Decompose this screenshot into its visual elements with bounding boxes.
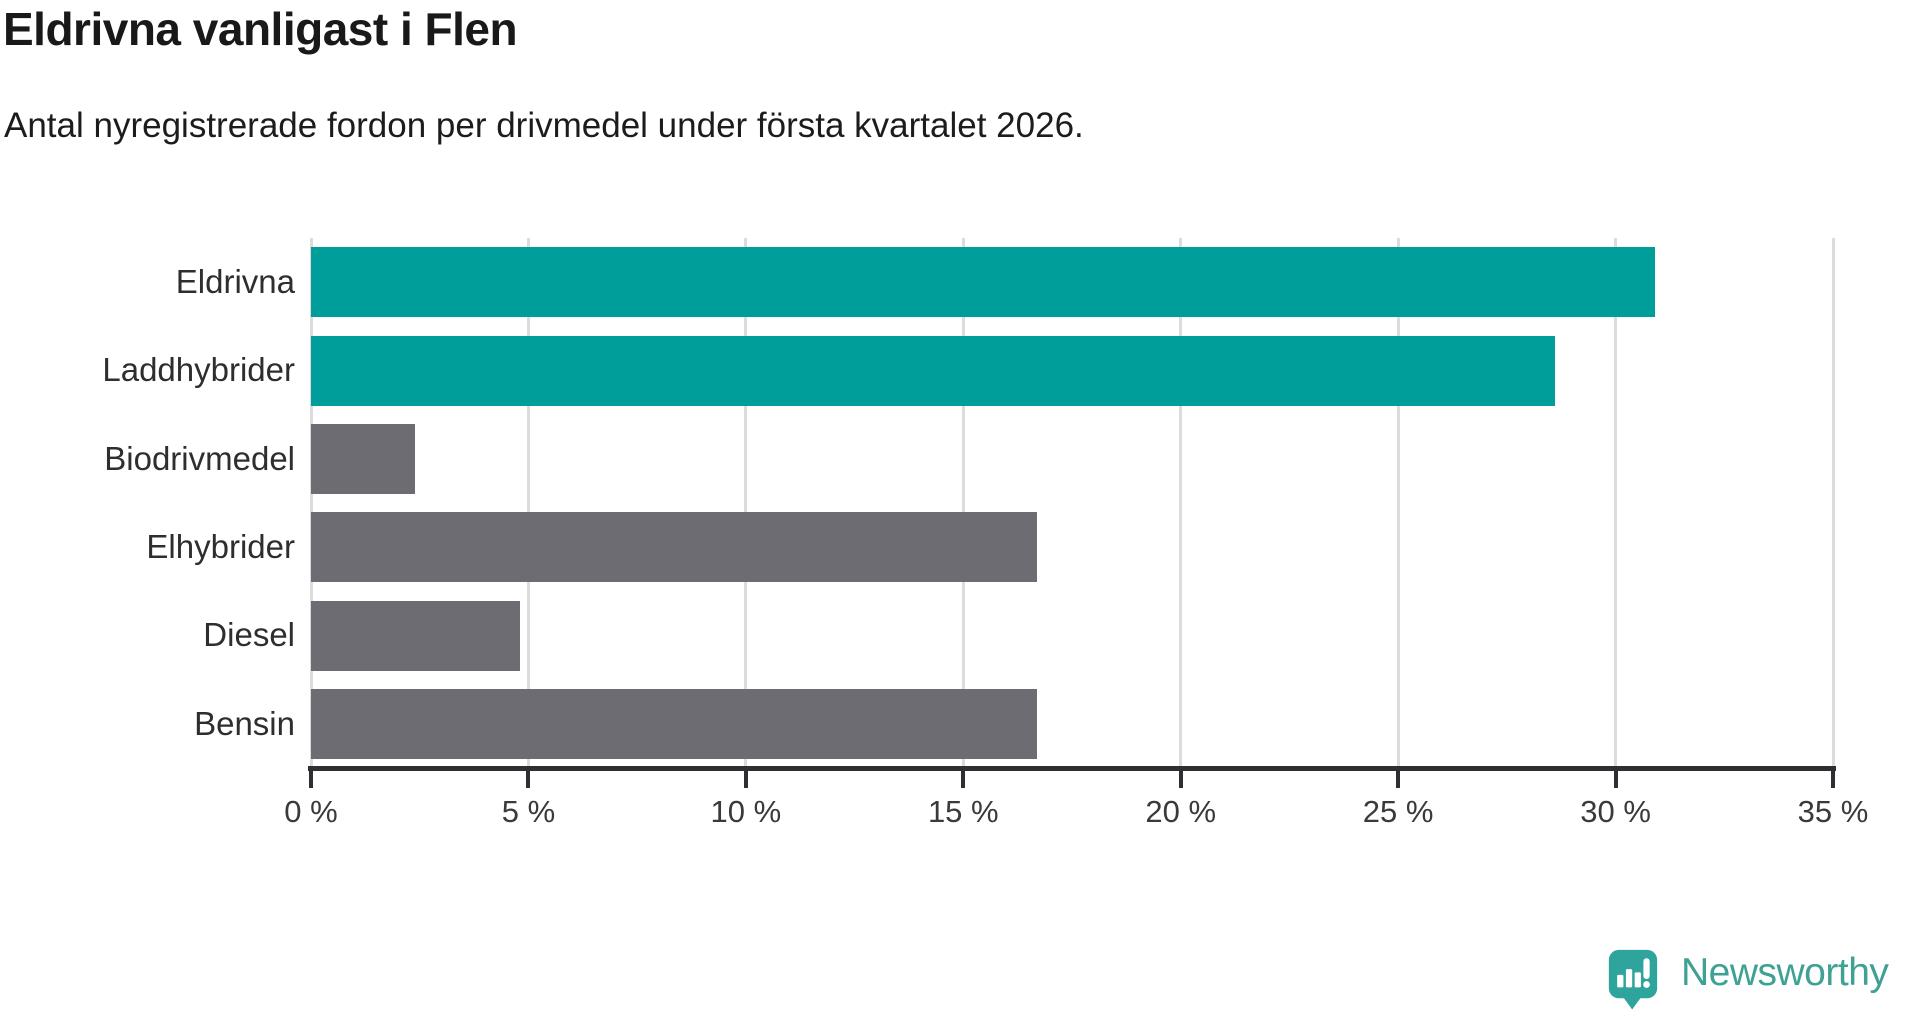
x-tick-20 [1178,771,1183,788]
x-tick-10 [743,771,748,788]
gridline-35 [1831,238,1835,768]
newsworthy-speech-bubble-barchart-icon [1608,949,1658,1010]
x-tick-35 [1831,771,1835,788]
x-tick-label-5: 5 % [501,794,556,829]
plot-area [309,238,1835,768]
bar-elhybrider [311,512,1038,583]
gridline-15 [961,238,965,768]
gridline-10 [744,238,748,768]
gridline-5 [526,238,530,768]
category-label-laddhybrider: Laddhybrider [102,351,295,389]
bar-laddhybrider [311,335,1555,406]
x-tick-label-35: 35 % [1797,794,1869,829]
newsworthy-logo: Newsworthy [1608,949,1889,1010]
x-tick-25 [1396,771,1401,788]
category-label-biodrivmedel: Biodrivmedel [104,439,295,477]
gridline-20 [1179,238,1183,768]
x-axis-line [308,766,1836,771]
x-tick-label-10: 10 % [710,794,782,829]
gridline-0 [309,238,313,768]
x-tick-label-20: 20 % [1145,794,1217,829]
x-tick-5 [526,771,531,788]
x-tick-label-15: 15 % [927,794,999,829]
category-label-bensin: Bensin [194,704,295,742]
bar-biodrivmedel [311,423,416,494]
x-tick-15 [961,771,966,788]
category-labels: Eldrivna Laddhybrider Biodrivmedel Elhybrid… [0,238,295,768]
bar-eldrivna [311,247,1655,318]
gridline-25 [1396,238,1400,768]
bar-diesel [311,600,520,671]
newsworthy-logo-text: Newsworthy [1681,951,1889,994]
category-label-eldrivna: Eldrivna [175,263,295,301]
bar-bensin [311,688,1038,759]
chart-title: Eldrivna vanligast i Flen [3,3,518,55]
gridline-30 [1614,238,1618,768]
x-tick-label-30: 30 % [1580,794,1651,829]
x-tick-0 [309,771,313,788]
x-tick-30 [1613,771,1618,788]
chart-subtitle: Antal nyregistrerade fordon per drivmede… [4,106,1084,145]
category-label-diesel: Diesel [203,616,295,654]
x-tick-label-0: 0 % [284,794,338,829]
x-tick-label-25: 25 % [1362,794,1434,829]
category-label-elhybrider: Elhybrider [146,528,295,566]
